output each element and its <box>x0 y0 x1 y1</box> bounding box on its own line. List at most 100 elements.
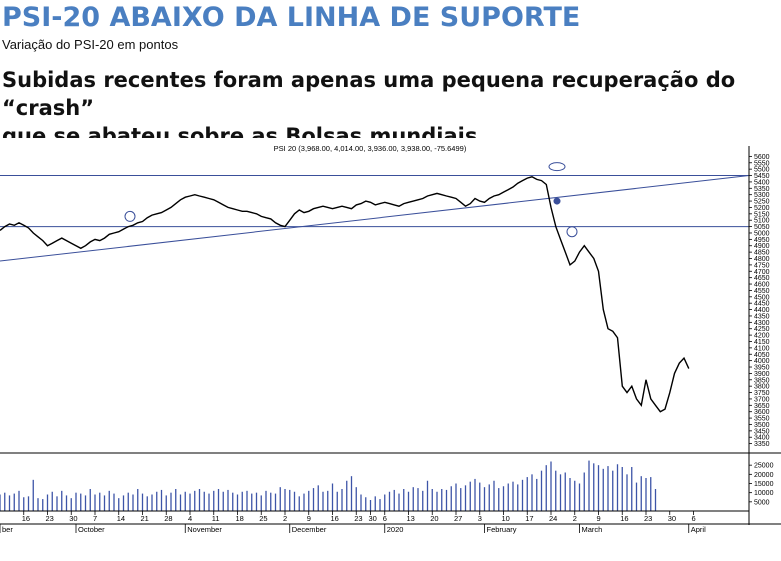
y-tick-label: 3500 <box>754 422 770 429</box>
volume-series <box>0 460 657 511</box>
event-markers <box>124 162 578 238</box>
x-tick-label: 27 <box>454 514 462 523</box>
x-tick-label: 9 <box>307 514 311 523</box>
y-tick-label: 3400 <box>754 435 770 442</box>
y-tick-label: 5250 <box>754 199 770 206</box>
x-tick-label: 6 <box>692 514 696 523</box>
drop-icon <box>553 197 561 205</box>
y-tick-label: 4800 <box>754 256 770 263</box>
y-tick-label: 5500 <box>754 167 770 174</box>
psi20-price-line <box>0 176 690 413</box>
psi20-chart: 3350340034503500355036003650370037503800… <box>0 138 781 556</box>
x-tick-label: 16 <box>22 514 30 523</box>
y-tick-label: 4650 <box>754 275 770 282</box>
support-line-trend <box>0 175 750 262</box>
volume-y-tick-label: 25000 <box>754 463 774 470</box>
x-tick-label: 30 <box>69 514 77 523</box>
x-tick-label: 2 <box>283 514 287 523</box>
y-tick-label: 3750 <box>754 390 770 397</box>
y-tick-label: 4500 <box>754 294 770 301</box>
x-tick-label: 17 <box>525 514 533 523</box>
y-tick-label: 5550 <box>754 160 770 167</box>
chart-background <box>0 138 749 556</box>
x-tick-label: 4 <box>188 514 192 523</box>
lead-line-1: Subidas recentes foram apenas uma pequen… <box>2 68 736 120</box>
y-tick-label: 4450 <box>754 301 770 308</box>
price-series <box>0 176 690 413</box>
y-tick-label: 5300 <box>754 192 770 199</box>
y-tick-label: 5600 <box>754 154 770 161</box>
x-tick-label: 13 <box>407 514 415 523</box>
x-tick-label: 23 <box>644 514 652 523</box>
y-tick-label: 4150 <box>754 339 770 346</box>
x-tick-label: 6 <box>383 514 387 523</box>
y-tick-label: 4300 <box>754 320 770 327</box>
chart-title-headline: PSI-20 ABAIXO DA LINHA DE SUPORTE <box>2 2 581 33</box>
y-tick-label: 4900 <box>754 243 770 250</box>
y-tick-label: 3600 <box>754 409 770 416</box>
y-tick-label: 4050 <box>754 352 770 359</box>
y-tick-label: 3800 <box>754 384 770 391</box>
x-tick-label: 18 <box>236 514 244 523</box>
y-tick-label: 4350 <box>754 313 770 320</box>
smiley-icon <box>124 210 136 222</box>
x-tick-label: 24 <box>549 514 557 523</box>
y-tick-label: 3700 <box>754 396 770 403</box>
y-tick-label: 3450 <box>754 428 770 435</box>
y-tick-label: 5050 <box>754 224 770 231</box>
x-tick-label: 7 <box>93 514 97 523</box>
x-tick-label: 30 <box>369 514 377 523</box>
x-tick-label: 30 <box>668 514 676 523</box>
volume-y-tick-label: 20000 <box>754 472 774 479</box>
sad-face-icon <box>566 226 578 238</box>
x-tick-label: 28 <box>164 514 172 523</box>
y-tick-label: 4550 <box>754 288 770 295</box>
y-tick-label: 3900 <box>754 371 770 378</box>
x-tick-label: 20 <box>430 514 438 523</box>
axes: 3350340034503500355036003650370037503800… <box>0 146 781 534</box>
x-tick-label: 16 <box>620 514 628 523</box>
y-tick-label: 4200 <box>754 333 770 340</box>
x-tick-label: 14 <box>117 514 125 523</box>
x-tick-label: 23 <box>46 514 54 523</box>
x-tick-label: 3 <box>478 514 482 523</box>
x-tick-label: 11 <box>212 514 220 523</box>
x-tick-label: 16 <box>331 514 339 523</box>
y-tick-label: 4600 <box>754 282 770 289</box>
x-tick-label: 25 <box>259 514 267 523</box>
y-tick-label: 4100 <box>754 345 770 352</box>
x-tick-label: 10 <box>502 514 510 523</box>
y-tick-label: 5200 <box>754 205 770 212</box>
bull-icon <box>548 162 566 172</box>
y-tick-label: 4700 <box>754 269 770 276</box>
y-tick-label: 4000 <box>754 358 770 365</box>
y-tick-label: 4850 <box>754 250 770 257</box>
month-label: October <box>78 525 105 534</box>
month-label: November <box>187 525 222 534</box>
y-tick-label: 3550 <box>754 416 770 423</box>
y-tick-label: 5100 <box>754 218 770 225</box>
month-label: February <box>487 525 517 534</box>
y-tick-label: 3650 <box>754 403 770 410</box>
chart-subtitle: Variação do PSI-20 em pontos <box>2 37 179 52</box>
volume-y-tick-label: 10000 <box>754 490 774 497</box>
y-tick-label: 3850 <box>754 377 770 384</box>
y-tick-label: 5000 <box>754 230 770 237</box>
y-tick-label: 4750 <box>754 262 770 269</box>
volume-y-tick-label: 15000 <box>754 481 774 488</box>
month-label: ber <box>2 525 13 534</box>
y-tick-label: 4250 <box>754 326 770 333</box>
month-label: March <box>582 525 603 534</box>
y-tick-label: 5150 <box>754 211 770 218</box>
month-label: December <box>292 525 327 534</box>
x-tick-label: 2 <box>573 514 577 523</box>
month-label: 2020 <box>387 525 404 534</box>
chart-inner-title: PSI 20 (3,968.00, 4,014.00, 3,936.00, 3,… <box>274 144 467 153</box>
y-tick-label: 4950 <box>754 237 770 244</box>
x-tick-label: 9 <box>597 514 601 523</box>
y-tick-label: 3950 <box>754 365 770 372</box>
y-tick-label: 5450 <box>754 173 770 180</box>
y-tick-label: 3350 <box>754 441 770 448</box>
volume-y-tick-label: 5000 <box>754 499 770 506</box>
month-label: April <box>691 525 706 534</box>
